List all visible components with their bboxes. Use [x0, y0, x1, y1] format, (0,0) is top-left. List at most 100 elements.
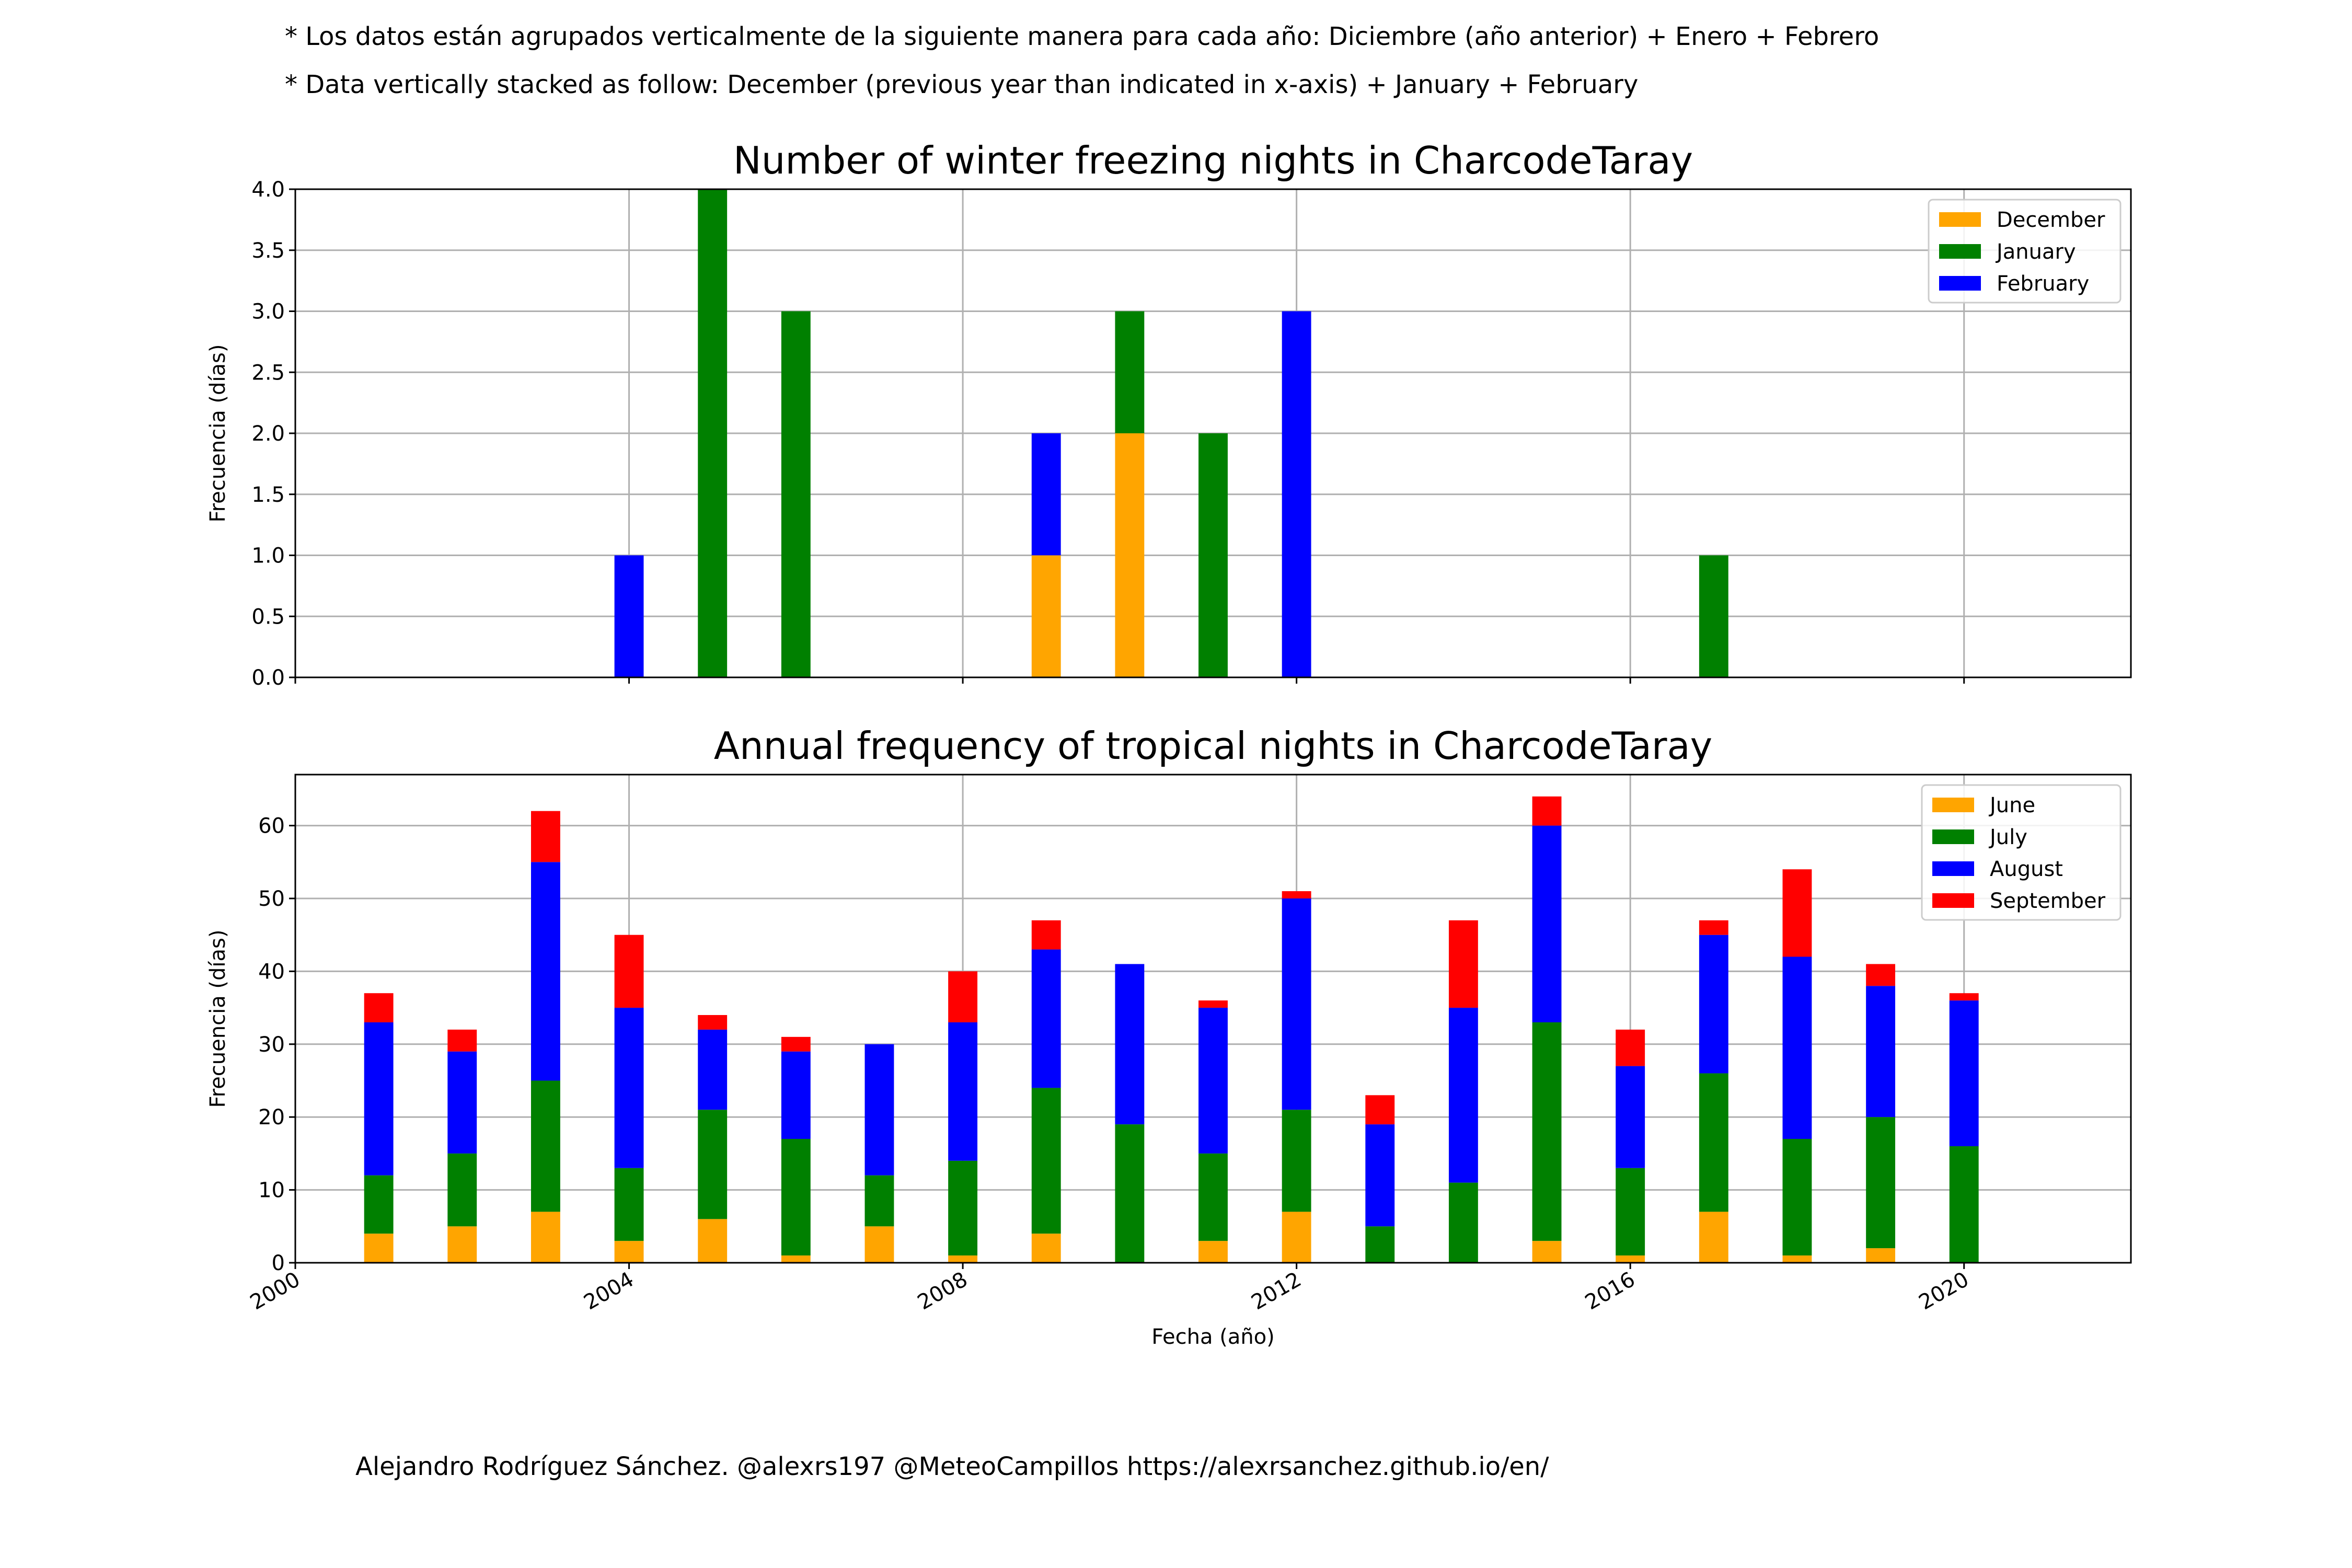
x-tick-label: 2020: [1915, 1267, 1973, 1315]
bar-july-2004: [614, 1168, 644, 1241]
bar-july-2019: [1866, 1117, 1896, 1249]
bar-august-2020: [1949, 1000, 1979, 1146]
bar-june-2018: [1782, 1255, 1812, 1263]
y-tick-label: 10: [258, 1179, 285, 1203]
y-tick-label: 2.0: [251, 422, 285, 446]
bar-august-2008: [948, 1022, 978, 1161]
bar-june-2019: [1866, 1248, 1896, 1263]
y-tick-label: 4.0: [251, 178, 285, 202]
legend-label-september: September: [1990, 889, 2106, 913]
x-axis-label: Fecha (año): [1151, 1325, 1275, 1349]
bar-september-2019: [1866, 964, 1896, 986]
bar-september-2014: [1448, 920, 1478, 1008]
chart-1: Number of winter freezing nights in Char…: [206, 139, 2132, 690]
bar-december-2010: [1115, 433, 1145, 677]
bar-september-2009: [1031, 920, 1061, 950]
bar-june-2007: [864, 1226, 894, 1263]
legend-label-july: July: [1988, 825, 2027, 849]
bar-june-2004: [614, 1241, 644, 1263]
bar-august-2005: [698, 1029, 728, 1110]
legend-label-june: June: [1988, 793, 2035, 817]
bar-july-2010: [1115, 1124, 1145, 1263]
bar-july-2016: [1616, 1168, 1645, 1256]
bar-july-2001: [364, 1175, 394, 1234]
bar-june-2003: [531, 1212, 560, 1263]
bar-july-2005: [698, 1110, 728, 1219]
bar-january-2006: [781, 311, 811, 677]
bar-august-2011: [1198, 1008, 1228, 1154]
legend-swatch-june: [1932, 798, 1974, 812]
bar-september-2002: [447, 1029, 477, 1052]
bar-january-2010: [1115, 311, 1145, 433]
bar-august-2012: [1282, 898, 1311, 1110]
y-tick-label: 0.5: [251, 605, 285, 629]
bar-june-2015: [1532, 1241, 1562, 1263]
bar-june-2008: [948, 1255, 978, 1263]
y-axis-label: Frecuencia (días): [206, 930, 230, 1108]
bar-august-2014: [1448, 1008, 1478, 1183]
bar-september-2001: [364, 993, 394, 1022]
bar-july-2009: [1031, 1088, 1061, 1234]
bar-august-2003: [531, 862, 560, 1081]
y-tick-label: 40: [258, 960, 285, 984]
bar-june-2005: [698, 1219, 728, 1263]
note-english: * Data vertically stacked as follow: Dec…: [285, 70, 1639, 99]
chart-2: Annual frequency of tropical nights in C…: [206, 724, 2132, 1349]
legend-label-december: December: [1997, 208, 2105, 232]
bar-july-2002: [447, 1153, 477, 1227]
bar-july-2014: [1448, 1182, 1478, 1263]
legend-label-january: January: [1995, 240, 2076, 264]
legend-swatch-february: [1939, 276, 1981, 291]
bar-august-2017: [1699, 935, 1728, 1074]
bar-september-2017: [1699, 920, 1728, 935]
bar-february-2009: [1031, 433, 1061, 556]
bar-july-2018: [1782, 1139, 1812, 1256]
y-tick-label: 1.0: [251, 544, 285, 568]
y-tick-label: 20: [258, 1105, 285, 1129]
bar-september-2006: [781, 1036, 811, 1052]
x-tick-label: 2012: [1247, 1267, 1305, 1315]
bar-august-2019: [1866, 986, 1896, 1117]
bar-july-2012: [1282, 1110, 1311, 1212]
bar-september-2018: [1782, 869, 1812, 957]
bar-september-2020: [1949, 993, 1979, 1001]
bar-september-2012: [1282, 891, 1311, 898]
bar-june-2001: [364, 1233, 394, 1263]
legend-label-august: August: [1990, 857, 2063, 881]
bar-august-2002: [447, 1051, 477, 1154]
y-tick-label: 60: [258, 814, 285, 838]
x-tick-label: 2004: [580, 1267, 638, 1315]
x-tick-label: 2008: [914, 1267, 972, 1315]
bar-july-2011: [1198, 1153, 1228, 1241]
legend-box: [1921, 784, 2122, 921]
y-tick-label: 50: [258, 887, 285, 911]
y-tick-label: 3.5: [251, 239, 285, 263]
bar-february-2004: [614, 555, 644, 677]
axes-frame: [294, 774, 2132, 1264]
bar-september-2008: [948, 971, 978, 1022]
bar-august-2004: [614, 1008, 644, 1168]
bar-february-2012: [1282, 311, 1311, 677]
bar-june-2011: [1198, 1241, 1228, 1263]
y-tick-label: 30: [258, 1033, 285, 1057]
bar-september-2013: [1365, 1095, 1395, 1125]
bar-september-2011: [1198, 1000, 1228, 1008]
bar-december-2009: [1031, 555, 1061, 677]
legend-swatch-december: [1939, 212, 1981, 227]
bar-august-2018: [1782, 956, 1812, 1139]
bar-january-2011: [1198, 433, 1228, 677]
bar-september-2016: [1616, 1029, 1645, 1066]
y-tick-label: 0: [272, 1251, 285, 1275]
bar-july-2013: [1365, 1226, 1395, 1263]
bar-september-2015: [1532, 796, 1562, 826]
bar-september-2005: [698, 1015, 728, 1030]
bar-september-2004: [614, 935, 644, 1008]
bar-august-2006: [781, 1051, 811, 1139]
legend: December January February: [1928, 199, 2122, 304]
bar-june-2017: [1699, 1212, 1728, 1263]
bar-january-2005: [698, 189, 728, 677]
bar-july-2017: [1699, 1073, 1728, 1212]
bar-june-2006: [781, 1255, 811, 1263]
